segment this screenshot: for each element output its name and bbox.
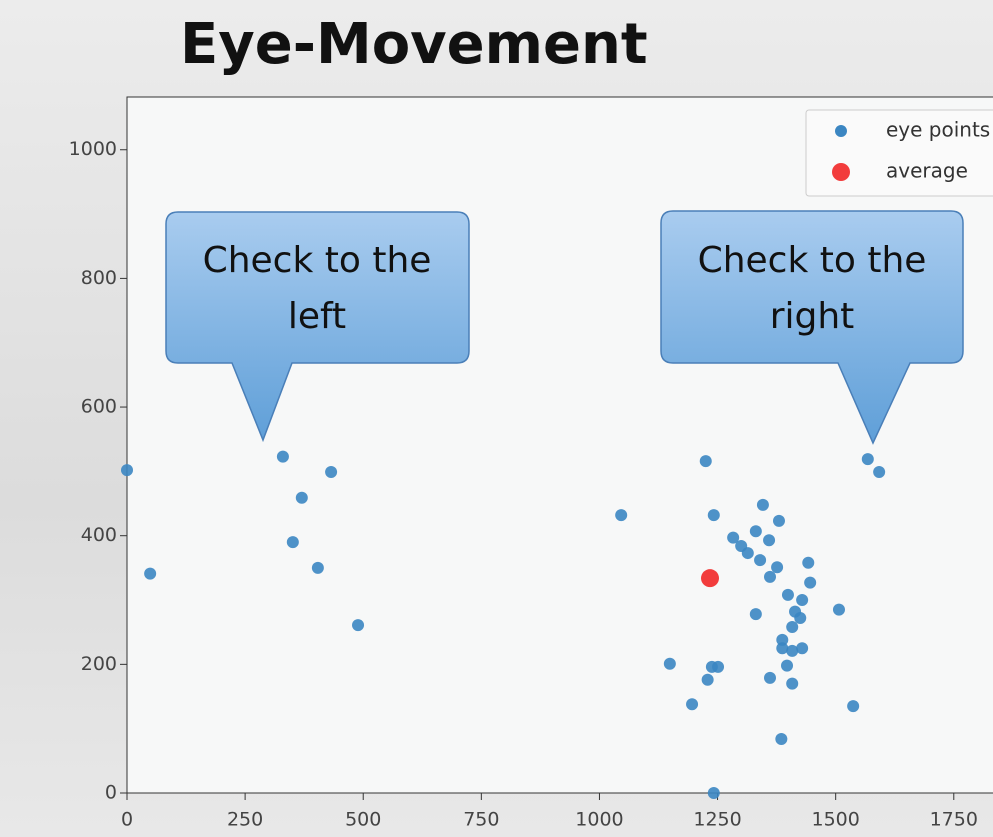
eye-point [750,525,762,537]
eye-point [702,674,714,686]
eye-point [802,557,814,569]
eye-point [686,698,698,710]
eye-point [757,499,769,511]
eye-point [664,658,676,670]
y-tick-label: 600 [81,396,117,418]
eye-point [352,619,364,631]
eye-point [773,515,785,527]
legend-marker [835,125,847,137]
eye-point [764,571,776,583]
eye-point [708,787,720,799]
eye-point [781,660,793,672]
eye-point [312,562,324,574]
eye-point [796,642,808,654]
x-tick-label: 1000 [575,809,623,831]
eye-point [296,492,308,504]
y-tick-label: 400 [81,524,117,546]
y-tick-label: 200 [81,653,117,675]
eye-point [754,554,766,566]
y-tick-label: 0 [105,782,117,804]
eye-point [796,594,808,606]
eye-point [775,733,787,745]
x-tick-label: 0 [121,809,133,831]
eye-point [794,612,806,624]
legend-label: eye points [886,118,990,142]
x-tick-label: 750 [463,809,499,831]
legend-marker [832,163,850,181]
legend-label: average [886,159,968,183]
x-tick-label: 1250 [693,809,741,831]
slide-title: Eye-Movement [180,12,648,77]
eye-point [325,466,337,478]
eye-point [847,700,859,712]
plot-area [127,97,993,793]
eye-point [764,672,776,684]
eye-point [786,621,798,633]
eye-point [750,608,762,620]
eye-point [763,534,775,546]
eye-point [833,604,845,616]
eye-point [862,453,874,465]
eye-point [121,464,133,476]
eye-point [782,589,794,601]
eye-point [873,466,885,478]
x-tick-label: 500 [345,809,381,831]
eye-point [771,561,783,573]
eye-point [615,509,627,521]
eye-point [708,509,720,521]
x-tick-label: 1500 [811,809,859,831]
eye-point [700,455,712,467]
eye-point [287,536,299,548]
eye-point [712,661,724,673]
callout-text: Check to the right [666,233,958,345]
x-tick-label: 250 [227,809,263,831]
chart: 0 200 400 600 800 1000 0 250 500 750 1000 1250 1500 1… [0,0,993,837]
callout-text: Check to the left [172,233,462,345]
average-point [701,569,719,587]
y-tick-label: 1000 [69,138,117,160]
eye-point [144,568,156,580]
eye-point [277,451,289,463]
slide: 0 200 400 600 800 1000 0 250 500 750 1000 1250 1500 1… [0,0,993,837]
eye-point [786,678,798,690]
y-tick-label: 800 [81,267,117,289]
eye-point [742,547,754,559]
x-tick-label: 1750 [930,809,978,831]
eye-point [804,577,816,589]
